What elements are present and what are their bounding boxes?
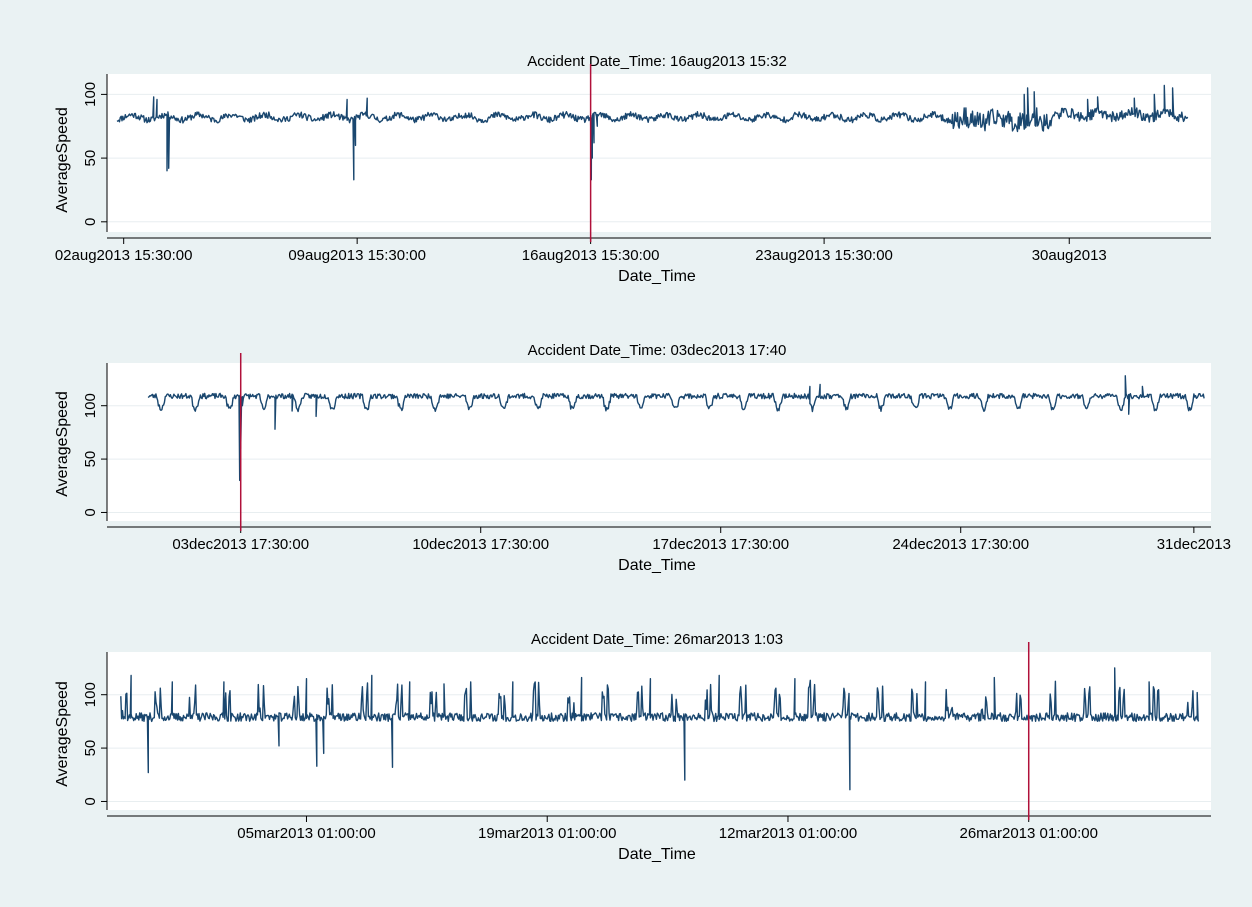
- series-line: [147, 375, 1205, 482]
- series-line: [116, 84, 1189, 181]
- y-axis-label: AverageSpeed: [54, 391, 71, 497]
- plot-area: [107, 74, 1211, 232]
- y-tick-label: 50: [82, 451, 99, 468]
- y-tick-label: 0: [82, 218, 99, 226]
- x-tick-label: 31dec2013: [1157, 536, 1231, 553]
- y-tick-label: 50: [82, 150, 99, 167]
- x-tick-label: 12mar2013 01:00:00: [719, 825, 857, 842]
- y-tick-label: 0: [82, 797, 99, 805]
- x-axis-label: Date_Time: [618, 268, 696, 285]
- x-tick-label: 24dec2013 17:30:00: [892, 536, 1029, 553]
- x-tick-label: 19mar2013 01:00:00: [478, 825, 616, 842]
- series-line: [120, 667, 1200, 791]
- x-tick-label: 10dec2013 17:30:00: [412, 536, 549, 553]
- x-tick-label: 23aug2013 15:30:00: [755, 247, 893, 264]
- chart-title: Accident Date_Time: 03dec2013 17:40: [528, 342, 787, 359]
- plot-area: [107, 363, 1211, 521]
- x-tick-label: 05mar2013 01:00:00: [237, 825, 375, 842]
- x-tick-label: 02aug2013 15:30:00: [55, 247, 193, 264]
- chart-title: Accident Date_Time: 16aug2013 15:32: [527, 53, 787, 70]
- x-tick-label: 17dec2013 17:30:00: [652, 536, 789, 553]
- x-tick-label: 16aug2013 15:30:00: [522, 247, 660, 264]
- x-tick-label: 09aug2013 15:30:00: [288, 247, 426, 264]
- y-tick-label: 100: [82, 82, 99, 107]
- y-axis-label: AverageSpeed: [54, 107, 71, 213]
- panel-1: Accident Date_Time: 16aug2013 15:32 Aver…: [54, 53, 1211, 285]
- x-axis-label: Date_Time: [618, 846, 696, 863]
- plot-area: [107, 652, 1211, 810]
- y-tick-label: 0: [82, 508, 99, 516]
- chart-title: Accident Date_Time: 26mar2013 1:03: [531, 631, 783, 648]
- y-tick-label: 50: [82, 740, 99, 757]
- x-tick-label: 26mar2013 01:00:00: [959, 825, 1097, 842]
- y-axis-label: AverageSpeed: [54, 681, 71, 787]
- y-tick-label: 100: [82, 393, 99, 418]
- y-tick-label: 100: [82, 682, 99, 707]
- panel-2: Accident Date_Time: 03dec2013 17:40 Aver…: [54, 342, 1231, 574]
- x-tick-label: 30aug2013: [1032, 247, 1107, 264]
- x-axis-label: Date_Time: [618, 557, 696, 574]
- x-tick-label: 03dec2013 17:30:00: [172, 536, 309, 553]
- panel-3: Accident Date_Time: 26mar2013 1:03 Avera…: [54, 631, 1211, 863]
